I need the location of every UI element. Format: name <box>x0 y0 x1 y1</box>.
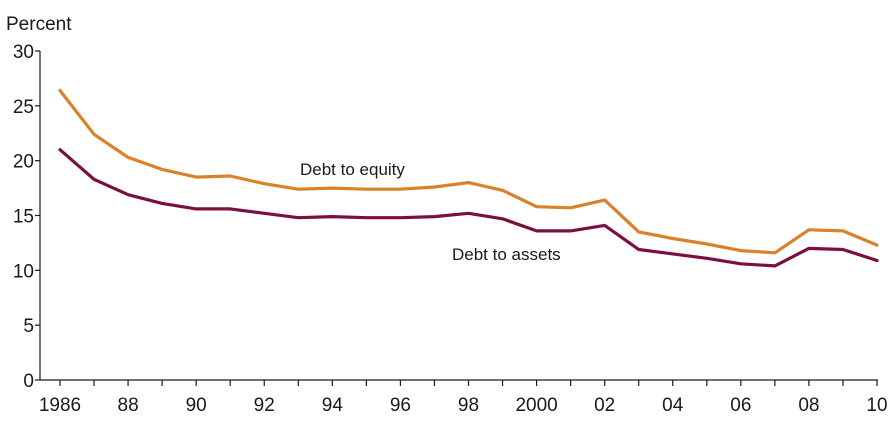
y-tick-label: 5 <box>23 316 34 337</box>
series-label-debt-to-equity: Debt to equity <box>300 160 405 179</box>
x-tick-label: 08 <box>798 395 819 416</box>
x-tick-label: 02 <box>594 395 615 416</box>
x-tick-label: 92 <box>254 395 275 416</box>
x-tick-label: 06 <box>730 395 751 416</box>
x-tick-label: 96 <box>390 395 411 416</box>
y-tick-label: 10 <box>13 261 34 282</box>
series-line-debt-to-equity <box>58 88 879 255</box>
x-tick-label: 94 <box>322 395 344 416</box>
series-line-debt-to-assets <box>58 148 879 268</box>
y-tick-label: 15 <box>13 207 34 228</box>
x-tick-label: 04 <box>662 395 684 416</box>
y-tick-label: 20 <box>13 152 34 173</box>
x-tick-label: 10 <box>866 395 887 416</box>
x-tick-label: 2000 <box>515 395 557 416</box>
series-label-debt-to-assets: Debt to assets <box>452 245 561 264</box>
x-tick-label: 1986 <box>39 395 81 416</box>
y-tick-label: 30 <box>13 42 34 63</box>
x-tick-label: 88 <box>118 395 139 416</box>
x-tick-label: 98 <box>458 395 479 416</box>
y-tick-label: 25 <box>13 97 34 118</box>
x-tick-label: 90 <box>186 395 207 416</box>
x-axis-ticks: 1986 88 90 92 94 96 98 2000 02 04 06 08 10 <box>39 380 888 416</box>
series-lines <box>58 88 879 268</box>
y-axis-title: Percent <box>6 14 72 35</box>
y-axis-ticks: 0 5 10 15 20 25 30 <box>13 42 40 392</box>
y-tick-label: 0 <box>23 371 34 392</box>
